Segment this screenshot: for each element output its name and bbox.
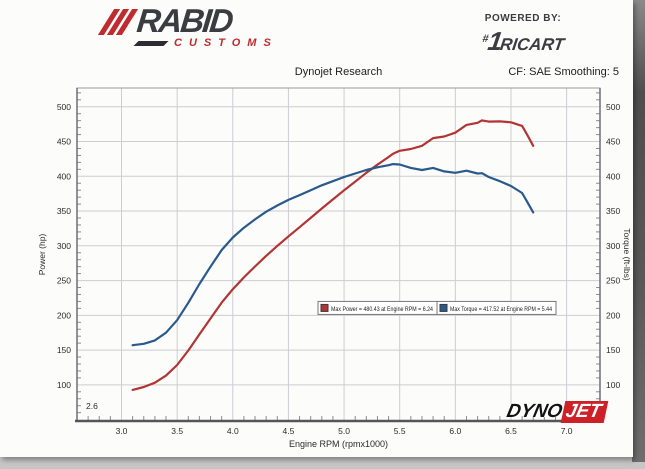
dynojet-logo-jet: JET [560, 401, 609, 423]
y-tick-label-right: 350 [606, 206, 620, 216]
y-tick-label-left: 300 [57, 241, 71, 251]
y-tick-label-left: 150 [57, 345, 71, 355]
x-tick-label: 3.5 [171, 426, 183, 436]
rabid-customs-text: CUSTOMS [174, 37, 278, 49]
x-tick-label: 6.0 [449, 426, 461, 436]
rabid-slashes-icon [97, 9, 139, 35]
x-tick-label: 5.5 [394, 426, 406, 436]
x-tick-label: 4.0 [227, 426, 239, 436]
legend-marker [439, 303, 448, 312]
rabid-sub-row: CUSTOMS [133, 37, 278, 49]
y-tick-label-left: 200 [57, 310, 71, 320]
y-tick-label-left: 250 [57, 276, 71, 286]
y-axis-title-left: Power (hp) [37, 234, 47, 276]
y-tick-label-right: 500 [606, 102, 620, 112]
swoosh-icon [133, 40, 169, 46]
x-tick-label: 7.0 [561, 426, 573, 436]
ricart-name: RICART [498, 35, 566, 54]
legend-label: Max Power = 480.43 at Engine RPM = 6.24 [331, 306, 433, 313]
dynojet-logo: DYNOJET [504, 401, 609, 423]
y-axis-title-right: Torque (ft-lbs) [622, 228, 632, 281]
smoothing-setting: CF: SAE Smoothing: 5 [508, 66, 619, 78]
y-tick-label-right: 150 [606, 345, 620, 355]
powered-by-block: POWERED BY: #1RICART [448, 13, 598, 57]
y-tick-label-right: 250 [606, 276, 620, 286]
y-tick-label-left: 400 [57, 171, 71, 181]
y-tick-label-right: 450 [606, 137, 620, 147]
dyno-sheet: RABID CUSTOMS POWERED BY: #1RICART Dynoj… [0, 0, 633, 457]
y-tick-label-left: 350 [57, 206, 71, 216]
y-tick-label-right: 100 [606, 380, 620, 390]
ricart-logo: #1RICART [480, 26, 567, 57]
power-curve [131, 119, 535, 391]
torque-curve [131, 162, 535, 347]
legend-label: Max Torque = 417.52 at Engine RPM = 5.44 [450, 306, 552, 313]
legend-marker [320, 303, 329, 312]
rabid-brand-text: RABID [135, 2, 234, 39]
x-tick-label: 6.5 [505, 426, 517, 436]
y-tick-label-right: 200 [606, 310, 620, 320]
photo-background-band [632, 0, 645, 462]
x-tick-label: 3.0 [116, 426, 128, 436]
legend-box [436, 300, 557, 315]
dyno-plot: 3.0 3.5 4.0 4.5 5.0 5.5 6.0 6.5 7.0 100 100 150 150 2… [37, 87, 632, 449]
powered-by-label: POWERED BY: [484, 13, 562, 24]
y-tick-label-left: 450 [57, 137, 71, 147]
y-tick-label-left: 100 [57, 380, 71, 390]
x-tick-label: 5.0 [338, 426, 350, 436]
x-start-annotation: 2.6 [86, 401, 98, 411]
chart-title: Dynojet Research [294, 66, 383, 78]
y-tick-label-right: 300 [606, 241, 620, 251]
rabid-logo-row: RABID [97, 2, 278, 39]
rabid-customs-logo: RABID CUSTOMS [97, 2, 278, 49]
y-tick-label-left: 500 [57, 102, 71, 112]
dynojet-logo-dyno: DYNO [504, 401, 565, 422]
plot-border [76, 87, 601, 422]
y-tick-label-right: 400 [606, 171, 620, 181]
x-axis-title: Engine RPM (rpmx1000) [289, 439, 388, 449]
x-tick-label: 4.5 [283, 426, 295, 436]
